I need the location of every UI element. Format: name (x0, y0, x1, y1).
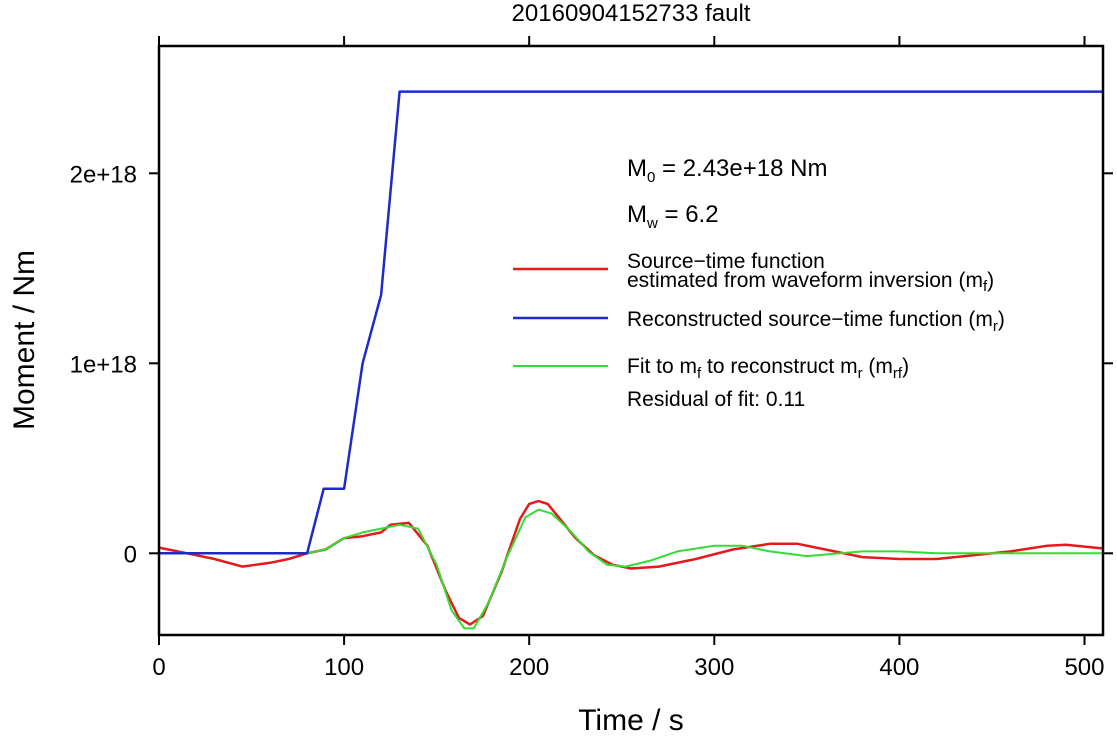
y-tick-label: 0 (124, 541, 137, 568)
chart-title: 20160904152733 fault (512, 0, 751, 27)
mw-subscript: w (646, 215, 658, 232)
series-layer (158, 90, 1104, 630)
y-tick-label: 2e+18 (70, 161, 137, 188)
series-line-mf (158, 499, 1104, 626)
x-tick-label: 100 (324, 654, 364, 681)
x-tick-label: 500 (1064, 654, 1104, 681)
x-tick-label: 0 (152, 654, 165, 681)
x-tick-label: 300 (694, 654, 734, 681)
legend-label-mf-line1: Source−time function (627, 250, 825, 273)
x-tick-label: 200 (509, 654, 549, 681)
residual-annotation: Residual of fit: 0.11 (627, 388, 805, 411)
mw-value: = 6.2 (658, 201, 719, 228)
m0-subscript: 0 (647, 169, 655, 186)
plot-frame (157, 44, 1105, 637)
y-axis-title: Moment / Nm (8, 250, 41, 430)
legend: Source−time function estimated from wave… (513, 250, 1005, 411)
m0-value: = 2.43e+18 Nm (655, 155, 827, 182)
seismic-moment-annotation: M0 = 2.43e+18 Nm (627, 155, 827, 186)
legend-label-mrf: Fit to mf to reconstruct mr (mrf) (627, 355, 909, 382)
moment-magnitude-annotation: Mw = 6.2 (627, 201, 719, 232)
axis-ticks: 0 100 200 300 400 500 0 1e+18 2e+18 (70, 36, 1113, 681)
series-line-mrf (159, 508, 1103, 630)
legend-label-mf-line2: estimated from waveform inversion (mf) (627, 269, 994, 295)
m0-symbol: M (627, 155, 647, 182)
mw-symbol: M (627, 201, 647, 228)
x-axis-title: Time / s (578, 704, 684, 736)
x-tick-label: 400 (879, 654, 919, 681)
legend-label-mr: Reconstructed source−time function (mr) (627, 308, 1005, 335)
series-line-mr (159, 90, 1103, 555)
y-tick-label: 1e+18 (70, 351, 137, 378)
